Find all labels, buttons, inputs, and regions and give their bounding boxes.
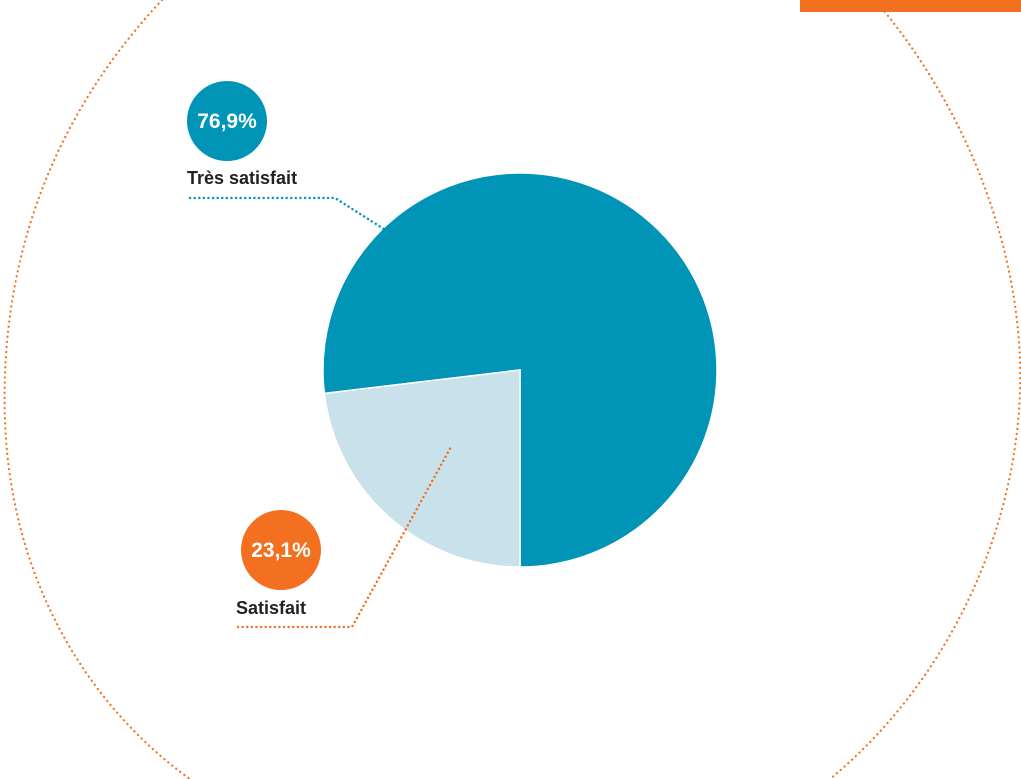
leader-line-satisfait — [236, 443, 454, 629]
decorative-dotted-arc-right — [828, 0, 1021, 779]
slice-label-tres-satisfait: Très satisfait — [187, 168, 297, 188]
value-badge-tres-satisfait — [187, 81, 267, 161]
pie-slice-satisfait — [323, 369, 521, 568]
value-badge-satisfait — [241, 510, 321, 590]
pie-chart — [322, 172, 718, 568]
pie-slice-tr-s-satisfait — [322, 172, 718, 568]
top-right-accent-tab — [800, 0, 1021, 12]
value-label-satisfait: 23,1% — [251, 539, 311, 562]
value-label-tres-satisfait: 76,9% — [197, 110, 257, 133]
decorative-dotted-arc-left — [3, 0, 192, 779]
slice-label-satisfait: Satisfait — [236, 598, 306, 618]
